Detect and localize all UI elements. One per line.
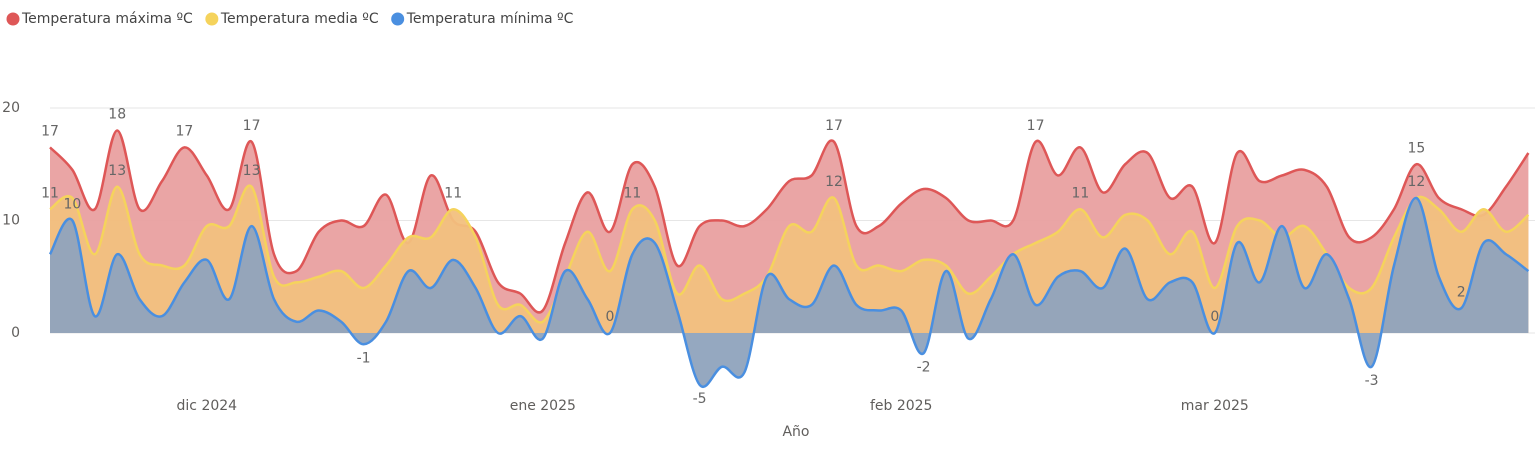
data-label: 0 bbox=[1210, 309, 1219, 325]
data-label: 12 bbox=[1407, 174, 1425, 190]
data-label: -5 bbox=[693, 391, 707, 407]
area bbox=[50, 197, 1529, 387]
legend-swatch bbox=[391, 12, 405, 26]
data-label: 18 bbox=[108, 107, 126, 123]
data-label: 13 bbox=[243, 163, 261, 179]
data-label: -1 bbox=[357, 350, 371, 366]
data-label: 2 bbox=[1457, 284, 1466, 300]
legend-swatch bbox=[205, 12, 219, 26]
data-label: 10 bbox=[63, 197, 81, 213]
x-axis-title: Año bbox=[782, 424, 809, 440]
data-label: 11 bbox=[444, 185, 462, 201]
x-tick-label: ene 2025 bbox=[510, 398, 576, 414]
data-label: 17 bbox=[825, 118, 843, 134]
data-label: 11 bbox=[1071, 185, 1089, 201]
data-label: 15 bbox=[1407, 140, 1425, 156]
y-tick-label: 10 bbox=[2, 213, 20, 229]
data-label: 11 bbox=[623, 185, 641, 201]
data-label: 17 bbox=[1027, 118, 1045, 134]
legend-swatch bbox=[6, 12, 20, 26]
data-label: -2 bbox=[917, 359, 931, 375]
legend-label: Temperatura media ºC bbox=[220, 11, 379, 27]
x-tick-label: dic 2024 bbox=[177, 398, 238, 414]
x-tick-label: feb 2025 bbox=[870, 398, 933, 414]
data-label: 17 bbox=[41, 123, 59, 139]
y-tick-label: 20 bbox=[2, 100, 20, 116]
x-tick-label: mar 2025 bbox=[1181, 398, 1249, 414]
data-label: 17 bbox=[243, 118, 261, 134]
legend-label: Temperatura mínima ºC bbox=[406, 11, 574, 27]
legend-label: Temperatura máxima ºC bbox=[21, 11, 193, 27]
data-label: 0 bbox=[606, 309, 615, 325]
data-label: 13 bbox=[108, 163, 126, 179]
data-label: 11 bbox=[41, 185, 59, 201]
line bbox=[49, 129, 1530, 314]
data-label: 12 bbox=[825, 174, 843, 190]
data-label: -3 bbox=[1365, 373, 1379, 389]
y-tick-label: 0 bbox=[11, 325, 20, 341]
line bbox=[48, 196, 1530, 389]
data-label: 17 bbox=[175, 123, 193, 139]
